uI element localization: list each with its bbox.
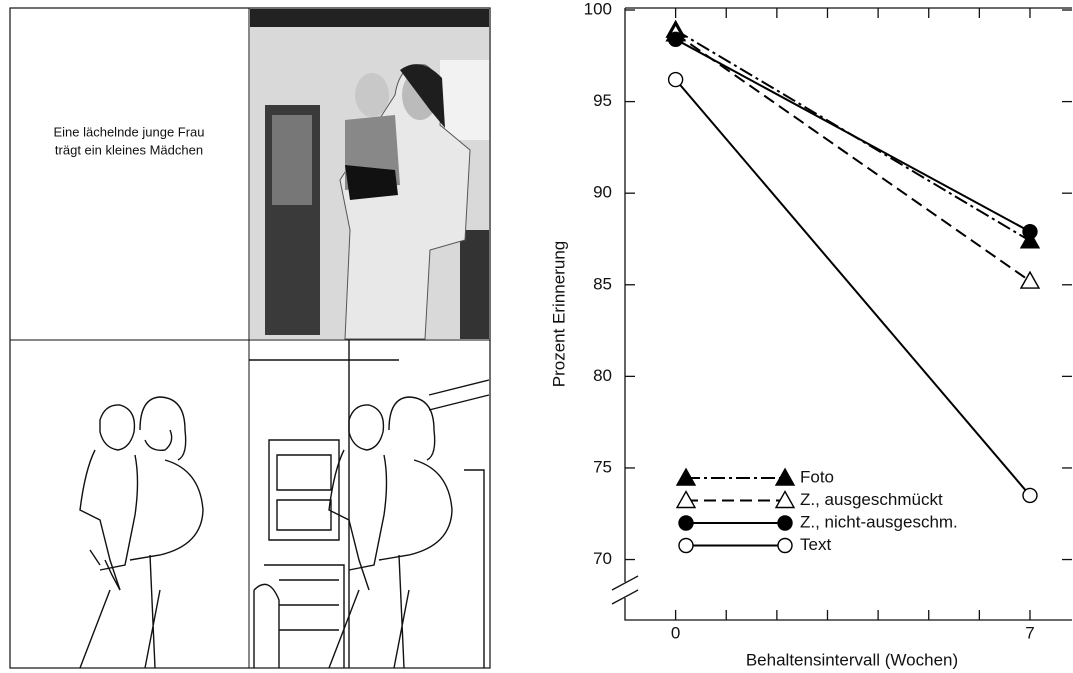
y-tick-label: 95 [593, 91, 612, 110]
marker [667, 71, 684, 88]
image-panels: Eine lächelnde junge Frau trägt ein klei… [9, 7, 491, 669]
legend-marker [675, 467, 697, 486]
caption-line: trägt ein kleines Mädchen [55, 142, 203, 157]
legend-label: Text [800, 535, 831, 554]
drawing [79, 396, 204, 669]
x-axis-label: Behaltensintervall (Wochen) [746, 650, 958, 669]
y-axis-label: Prozent Erinnerung [549, 241, 568, 387]
legend-marker [675, 490, 697, 509]
caption-line: Eine lächelnde junge Frau [53, 124, 204, 139]
legend-marker [678, 515, 694, 531]
axes-frame [624, 7, 1072, 621]
marker [1019, 270, 1041, 289]
marker [1022, 487, 1038, 504]
legend-marker [678, 537, 694, 554]
photo [250, 9, 489, 340]
y-tick-label: 70 [593, 549, 612, 568]
series-line [675, 38, 1031, 233]
drawing [249, 340, 490, 669]
y-tick-label: 75 [593, 457, 612, 476]
chart: Prozent Erinnerung Behaltensintervall (W… [549, 7, 1072, 669]
axis-break [611, 575, 639, 591]
series-line [674, 78, 1031, 497]
legend-label: Z., nicht-ausgeschm. [800, 512, 958, 531]
y-tick-label: 100 [584, 0, 612, 18]
series-line [675, 32, 1031, 282]
x-tick-label: 7 [1025, 623, 1034, 642]
marker [667, 31, 684, 48]
legend-marker [774, 490, 796, 509]
marker [1022, 223, 1038, 240]
marker [1019, 230, 1041, 249]
legend-marker [777, 537, 793, 554]
y-tick-label: 85 [593, 274, 612, 293]
axis-break [611, 589, 639, 605]
legend-marker [774, 467, 796, 486]
y-tick-label: 80 [593, 366, 612, 385]
legend-label: Foto [800, 467, 834, 486]
y-tick-label: 90 [593, 183, 612, 202]
x-tick-label: 0 [671, 623, 680, 642]
legend-label: Z., ausgeschmückt [800, 490, 943, 509]
legend-marker [777, 515, 793, 531]
